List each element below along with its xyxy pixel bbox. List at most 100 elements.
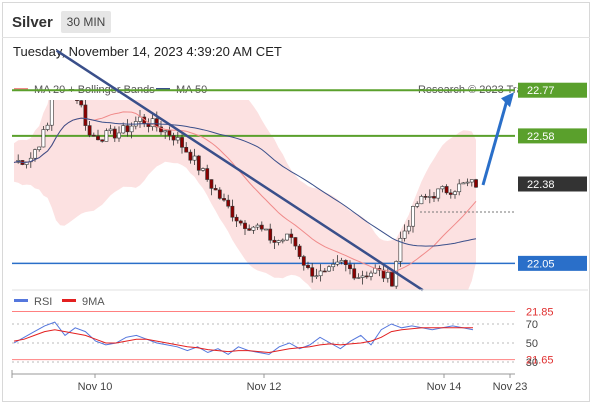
- candle-body: [297, 245, 302, 257]
- candle-body: [314, 275, 319, 278]
- candle: [364, 271, 369, 279]
- candle: [406, 219, 411, 235]
- candle: [121, 122, 126, 134]
- candle-body: [104, 130, 109, 142]
- candle: [453, 190, 457, 199]
- candle-body: [390, 272, 394, 287]
- level-label: 21.85: [526, 306, 554, 318]
- candle: [96, 129, 100, 141]
- candle: [171, 132, 176, 146]
- candle-body: [49, 100, 54, 126]
- candle: [79, 100, 84, 108]
- candle: [117, 126, 121, 142]
- candle-body: [45, 124, 50, 130]
- rsi-line: [13, 321, 474, 355]
- candle-body: [192, 155, 197, 161]
- candle: [209, 179, 214, 196]
- candle: [201, 167, 205, 172]
- candle-body: [251, 226, 256, 231]
- level-box: [518, 176, 587, 192]
- candle: [163, 129, 168, 139]
- candle: [41, 126, 46, 148]
- candle-body: [457, 183, 462, 193]
- level-label: 22.77: [527, 85, 555, 97]
- level-box: [518, 82, 587, 98]
- candle: [356, 273, 361, 280]
- candle: [276, 239, 281, 246]
- candle: [322, 268, 327, 273]
- candle-body: [406, 225, 411, 232]
- candle-body: [180, 137, 184, 148]
- candle-body: [327, 266, 331, 272]
- candle-body: [364, 275, 369, 278]
- candle: [457, 179, 462, 196]
- rsi-ma-line: [13, 327, 473, 354]
- candle: [440, 185, 445, 193]
- candle: [63, 57, 66, 64]
- candle-body: [37, 146, 42, 150]
- candle-body: [91, 134, 96, 137]
- candle-body: [440, 186, 445, 190]
- candle-body: [339, 260, 344, 263]
- candle-body: [402, 230, 407, 239]
- candle: [306, 261, 310, 270]
- candle-body: [474, 179, 478, 188]
- candle-body: [234, 216, 239, 222]
- candle-body: [356, 277, 361, 279]
- candle: [369, 270, 373, 281]
- candle-body: [310, 267, 315, 277]
- candle-body: [255, 224, 260, 228]
- candle-body: [264, 228, 268, 231]
- timeframe-badge[interactable]: 30 MIN: [61, 11, 111, 33]
- candle-body: [100, 139, 105, 142]
- candle: [125, 119, 130, 137]
- candle-body: [301, 256, 306, 266]
- candle: [184, 142, 189, 153]
- candle: [238, 219, 243, 226]
- candle: [272, 236, 277, 249]
- candle: [318, 264, 323, 282]
- candle: [423, 193, 428, 200]
- candle-body: [272, 239, 277, 243]
- candle-body: [268, 228, 273, 241]
- candle: [427, 189, 432, 204]
- candle-body: [87, 125, 92, 136]
- candle: [448, 189, 453, 199]
- candle-body: [348, 264, 352, 270]
- candle-body: [369, 272, 373, 277]
- level-label: 21.65: [526, 355, 554, 367]
- candle-body: [398, 237, 403, 262]
- rsi-legend-swatch: [14, 299, 28, 302]
- candle-body: [205, 168, 210, 180]
- candle-body: [415, 203, 420, 207]
- downtrend-line: [55, 49, 424, 292]
- candle: [360, 270, 365, 285]
- candle: [432, 191, 436, 203]
- candle-body: [280, 239, 285, 242]
- candle-body: [59, 58, 62, 62]
- level-tag-22.77: 22.77: [518, 82, 587, 98]
- candle: [192, 148, 197, 165]
- candle-body: [201, 168, 205, 171]
- chart-header: Silver 30 MIN: [2, 5, 590, 38]
- candle: [175, 131, 180, 144]
- candle: [251, 225, 256, 234]
- candle-body: [83, 104, 88, 126]
- candle: [310, 263, 315, 283]
- candle-body: [63, 58, 66, 62]
- candle-body: [129, 125, 134, 133]
- rsi-tick-label: 50: [526, 338, 538, 350]
- level-label: 22.58: [527, 131, 555, 143]
- candle-body: [138, 116, 142, 122]
- candle-body: [318, 270, 323, 277]
- candle-body: [175, 137, 180, 141]
- candle: [327, 265, 331, 273]
- candle: [226, 194, 231, 209]
- candle: [474, 178, 478, 188]
- candle: [264, 228, 268, 231]
- rsi-ma-legend-label: 9MA: [82, 296, 105, 308]
- forecast-arrow-head: [501, 92, 514, 108]
- candle-body: [222, 198, 226, 201]
- forecast-arrow-shaft: [481, 99, 509, 186]
- candle: [289, 228, 294, 244]
